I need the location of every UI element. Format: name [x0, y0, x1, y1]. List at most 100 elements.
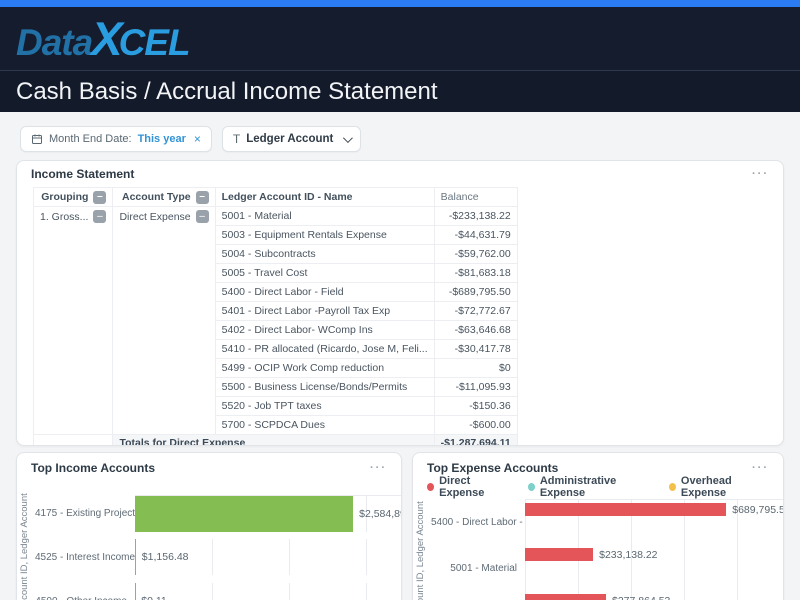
card-header: Top Income Accounts ···	[17, 453, 401, 477]
column-header-balance[interactable]: Balance	[433, 187, 518, 207]
bar-value-label: $2,584,898.3	[359, 507, 401, 520]
month-end-date-filter-chip[interactable]: Month End Date: This year ×	[20, 126, 212, 152]
calendar-icon	[32, 134, 42, 144]
chart-rows: 5400 - Direct Labor - Field $689,795.5 500…	[431, 499, 783, 600]
column-header-grouping[interactable]: Grouping –	[32, 187, 114, 207]
page-title-bar: Cash Basis / Accrual Income Statement	[0, 70, 800, 112]
legend-item[interactable]: Overhead Expense	[668, 475, 769, 499]
filter-label: Ledger Account	[246, 133, 334, 145]
ledger-account-cell: 5520 - Job TPT taxes	[214, 396, 435, 416]
totals-label: Totals for Direct Expense	[112, 434, 435, 445]
balance-cell: $0	[433, 358, 518, 378]
top-expense-accounts-card: Top Expense Accounts ··· Direct Expense A…	[412, 452, 784, 600]
ledger-account-cell: 5003 - Equipment Rentals Expense	[214, 225, 435, 245]
bar-value-label: $0.11	[141, 595, 167, 600]
y-axis-label: Account ID, Ledger Account Name	[19, 491, 30, 600]
grouping-cell: 1. Gross... –	[32, 206, 114, 435]
chart-row: 4500 - Other Income $0.11	[35, 579, 401, 600]
legend-item[interactable]: Direct Expense	[427, 475, 510, 499]
plot-area: $0.11	[135, 583, 401, 600]
filter-label: Month End Date:	[49, 133, 132, 145]
charts-row: Top Income Accounts ··· Account ID, Ledg…	[16, 452, 784, 600]
expense-bar-chart: Account ID, Ledger Account Name 5400 - D…	[413, 499, 783, 600]
plot-area: $1,156.48	[135, 539, 401, 575]
balance-cell: -$30,417.78	[433, 339, 518, 359]
chart-row: 4175 - Existing Projects $2,584,898.3	[35, 491, 401, 535]
legend-label: Overhead Expense	[680, 475, 732, 499]
legend-label: Direct Expense	[439, 475, 485, 499]
category-label: 4500 - Other Income	[35, 596, 135, 600]
balance-cell: -$72,772.67	[433, 301, 518, 321]
filter-value[interactable]: This year	[137, 133, 186, 145]
plot-area: $277,864.53	[525, 591, 783, 600]
income-statement-card: Income Statement ··· Grouping – Account T…	[16, 160, 784, 446]
column-header-account-type[interactable]: Account Type –	[112, 187, 216, 207]
plot-area: $689,795.5	[525, 499, 783, 545]
category-label: 5001 - Material	[450, 562, 517, 574]
totals-blank-cell	[32, 434, 114, 445]
table-row: 5700 - SCPDCA Dues -$600.00	[34, 415, 518, 435]
logo-text-data: Data	[16, 22, 93, 63]
card-title: Top Expense Accounts	[427, 461, 559, 475]
table-header-row: Grouping – Account Type – Ledger Account I…	[32, 187, 518, 207]
collapse-grouping-column-button[interactable]: –	[93, 190, 107, 204]
income-statement-body: 1. Gross... – Direct Expense –5001 - Materi…	[32, 206, 518, 435]
dataxcel-logo[interactable]: Data X CEL	[16, 15, 191, 63]
ledger-account-cell: 5401 - Direct Labor -Payroll Tax Exp	[214, 301, 435, 321]
legend-item[interactable]: Administrative Expense	[527, 475, 651, 499]
balance-cell: -$44,631.79	[433, 225, 518, 245]
ledger-account-cell: 5499 - OCIP Work Comp reduction	[214, 358, 435, 378]
chart-rows: 4175 - Existing Projects $2,584,898.3 4525…	[35, 491, 401, 600]
close-icon[interactable]: ×	[193, 132, 201, 146]
ledger-account-cell: 5700 - SCPDCA Dues	[214, 415, 435, 435]
balance-cell: -$600.00	[433, 415, 518, 435]
table-row: 5500 - Business License/Bonds/Permits -$1…	[34, 377, 518, 397]
bar[interactable]	[135, 539, 136, 575]
legend-label: Administrative Expense	[539, 475, 617, 499]
bar-value-label: $1,156.48	[141, 551, 189, 563]
balance-cell: -$233,138.22	[433, 206, 518, 226]
table-row: 5499 - OCIP Work Comp reduction $0	[34, 358, 518, 378]
bar[interactable]	[525, 548, 594, 561]
chart-row: $277,864.53	[431, 591, 783, 600]
collapse-account-type-column-button[interactable]: –	[195, 190, 209, 204]
legend-dot	[427, 483, 435, 491]
bar[interactable]	[135, 495, 354, 532]
bar[interactable]	[525, 594, 606, 600]
ledger-account-cell: 5500 - Business License/Bonds/Permits	[214, 377, 435, 397]
card-menu-button[interactable]: ···	[370, 462, 387, 474]
chart-row: 4525 - Interest Income $1,156.48	[35, 535, 401, 579]
chart-legend: Direct Expense Administrative Expense Over…	[413, 475, 783, 499]
balance-cell: -$150.36	[433, 396, 518, 416]
chart-row: 5001 - Material $233,138.22	[431, 545, 783, 591]
card-menu-button[interactable]: ···	[752, 168, 769, 180]
column-header-ledger[interactable]: Ledger Account ID - Name	[214, 187, 435, 207]
collapse-account-type-button[interactable]: –	[195, 210, 209, 223]
y-axis-label: Account ID, Ledger Account Name	[415, 499, 426, 600]
income-statement-table: Grouping – Account Type – Ledger Account I…	[32, 187, 518, 445]
card-header: Income Statement ···	[17, 161, 783, 187]
ledger-account-cell: 5005 - Travel Cost	[214, 263, 435, 283]
bar[interactable]	[525, 503, 727, 516]
top-accent-strip	[0, 0, 800, 7]
category-label: 5400 - Direct Labor - Field	[431, 516, 525, 528]
table-row: 5003 - Equipment Rentals Expense -$44,631…	[34, 225, 518, 245]
balance-cell: -$59,762.00	[433, 244, 518, 264]
app-header: Data X CEL	[0, 7, 800, 70]
ledger-account-cell: 5410 - PR allocated (Ricardo, Jose M, Fe…	[214, 339, 435, 359]
card-header: Top Expense Accounts ···	[413, 453, 783, 477]
plot-area: $2,584,898.3	[135, 494, 401, 532]
logo-text-cel: CEL	[118, 22, 191, 63]
card-title: Income Statement	[31, 167, 135, 181]
balance-cell: -$11,095.93	[433, 377, 518, 397]
chevron-down-icon	[343, 132, 354, 143]
collapse-grouping-button[interactable]: –	[93, 210, 107, 223]
card-menu-button[interactable]: ···	[752, 462, 769, 474]
ledger-account-filter-chip[interactable]: T Ledger Account	[221, 126, 362, 152]
bar-value-label: $277,864.53	[612, 595, 670, 600]
ledger-account-cell: 5001 - Material	[214, 206, 435, 226]
bar-value-label: $689,795.5	[732, 503, 784, 516]
page-title: Cash Basis / Accrual Income Statement	[16, 77, 438, 105]
balance-cell: -$689,795.50	[433, 282, 518, 302]
